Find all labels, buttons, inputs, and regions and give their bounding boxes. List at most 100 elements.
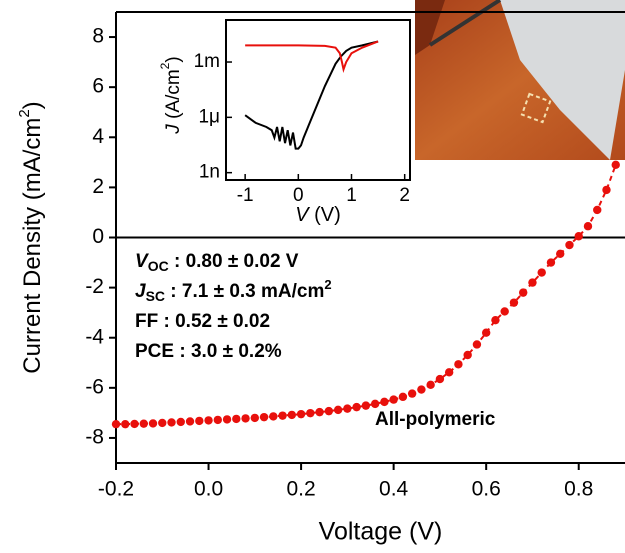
data-point bbox=[510, 298, 518, 306]
data-point bbox=[556, 250, 564, 258]
data-point bbox=[241, 414, 249, 422]
data-point bbox=[519, 288, 527, 296]
data-point bbox=[204, 416, 212, 424]
data-point bbox=[214, 416, 222, 424]
data-point bbox=[575, 232, 583, 240]
annotation-part: SC bbox=[146, 288, 165, 304]
y-tick-label: -8 bbox=[85, 425, 104, 448]
inset-y-tick-label: 1μ bbox=[198, 106, 220, 127]
data-point bbox=[612, 161, 620, 169]
data-point bbox=[306, 409, 314, 417]
data-point bbox=[463, 351, 471, 359]
data-point bbox=[362, 401, 370, 409]
annotation-part: : 7.1 ± 0.3 mA/cm bbox=[165, 281, 324, 302]
inset-y-label: J (A/cm2) bbox=[158, 56, 184, 134]
data-point bbox=[445, 368, 453, 376]
inset-y-tick-label: 1m bbox=[194, 51, 220, 72]
data-point bbox=[565, 241, 573, 249]
data-point bbox=[140, 419, 148, 427]
data-point bbox=[288, 411, 296, 419]
data-point bbox=[343, 404, 351, 412]
annotation: FF : 0.52 ± 0.02 bbox=[135, 311, 270, 332]
data-point bbox=[278, 411, 286, 419]
x-tick-label: 0.4 bbox=[379, 478, 409, 501]
data-point bbox=[149, 419, 157, 427]
data-point bbox=[232, 415, 240, 423]
annotation: VOC : 0.80 ± 0.02 V bbox=[135, 251, 299, 274]
inset-x-tick-label: 2 bbox=[399, 185, 410, 206]
annotation: PCE : 3.0 ± 0.2% bbox=[135, 341, 282, 362]
data-point bbox=[454, 360, 462, 368]
annotation-part: J bbox=[135, 281, 146, 302]
chart: -8 -6 -4 -2 0 2 4 6 8 -0.2 0.0 0.2 0.4 0.6 0.8 Voltage … bbox=[0, 0, 625, 553]
x-axis-label: Voltage (V) bbox=[319, 518, 443, 546]
y-tick-label: -4 bbox=[85, 325, 104, 348]
data-point bbox=[380, 398, 388, 406]
y-tick-label: 2 bbox=[92, 175, 104, 198]
data-point bbox=[158, 419, 166, 427]
annotation-part: PCE : 3.0 ± 0.2% bbox=[135, 341, 282, 362]
data-point bbox=[121, 420, 129, 428]
data-point bbox=[436, 375, 444, 383]
x-tick-label: -0.2 bbox=[98, 478, 134, 501]
y-tick-label: 8 bbox=[92, 25, 104, 48]
data-point bbox=[417, 385, 425, 393]
data-point bbox=[491, 316, 499, 324]
data-point bbox=[538, 268, 546, 276]
annotation-part: 2 bbox=[324, 277, 331, 292]
inset-y-tick-label: 1n bbox=[199, 162, 220, 183]
inset-x-tick-label: 0 bbox=[293, 185, 304, 206]
data-point bbox=[371, 400, 379, 408]
inset-x-label: V (V) bbox=[295, 204, 341, 226]
annotation-part: OC bbox=[148, 258, 169, 274]
data-point bbox=[408, 389, 416, 397]
data-point bbox=[389, 395, 397, 403]
y-axis-label-part: Current Density (mA/cm bbox=[19, 118, 46, 374]
data-point bbox=[500, 307, 508, 315]
x-tick-label: 0.0 bbox=[194, 478, 223, 501]
data-point bbox=[352, 403, 360, 411]
inset-x-label-part: (V) bbox=[309, 204, 341, 226]
x-tick-label: 0.2 bbox=[286, 478, 315, 501]
data-point bbox=[251, 414, 259, 422]
y-tick-label: -6 bbox=[85, 375, 104, 398]
data-point bbox=[297, 410, 305, 418]
data-point bbox=[112, 420, 120, 428]
y-tick-label: 0 bbox=[92, 225, 104, 248]
data-point bbox=[167, 418, 175, 426]
data-point bbox=[334, 406, 342, 414]
x-tick-label: 0.8 bbox=[564, 478, 593, 501]
inset-x-tick-label: -1 bbox=[237, 185, 254, 206]
inset-y-label-part: ) bbox=[163, 56, 184, 62]
data-point bbox=[602, 186, 610, 194]
data-point bbox=[269, 412, 277, 420]
inset-y-label-part: (A/cm bbox=[163, 69, 184, 124]
data-point bbox=[186, 417, 194, 425]
annotation-part: FF : 0.52 ± 0.02 bbox=[135, 311, 270, 332]
annotation-part: All-polymeric bbox=[375, 409, 496, 430]
data-point bbox=[482, 329, 490, 337]
inset-frame bbox=[226, 20, 410, 180]
annotation: JSC : 7.1 ± 0.3 mA/cm2 bbox=[135, 277, 332, 303]
data-point bbox=[177, 418, 185, 426]
annotation: All-polymeric bbox=[375, 409, 496, 430]
y-tick-label: 6 bbox=[92, 75, 104, 98]
y-axis-label: Current Density (mA/cm2) bbox=[16, 101, 46, 373]
data-point bbox=[325, 407, 333, 415]
data-point bbox=[426, 381, 434, 389]
y-axis-label-part: 2 bbox=[16, 109, 33, 117]
data-point bbox=[195, 417, 203, 425]
annotation-part: : 0.80 ± 0.02 V bbox=[169, 251, 299, 272]
y-tick-label: -2 bbox=[85, 275, 104, 298]
photo-inset bbox=[415, 0, 625, 160]
inset-x-tick-label: 1 bbox=[346, 185, 357, 206]
data-point bbox=[130, 420, 138, 428]
data-point bbox=[223, 415, 231, 423]
inset-y-label-part: J bbox=[163, 124, 184, 135]
data-point bbox=[260, 413, 268, 421]
x-tick-label: 0.6 bbox=[472, 478, 501, 501]
y-tick-label: 4 bbox=[92, 125, 104, 148]
data-point bbox=[399, 393, 407, 401]
data-point bbox=[315, 408, 323, 416]
data-point bbox=[584, 222, 592, 230]
